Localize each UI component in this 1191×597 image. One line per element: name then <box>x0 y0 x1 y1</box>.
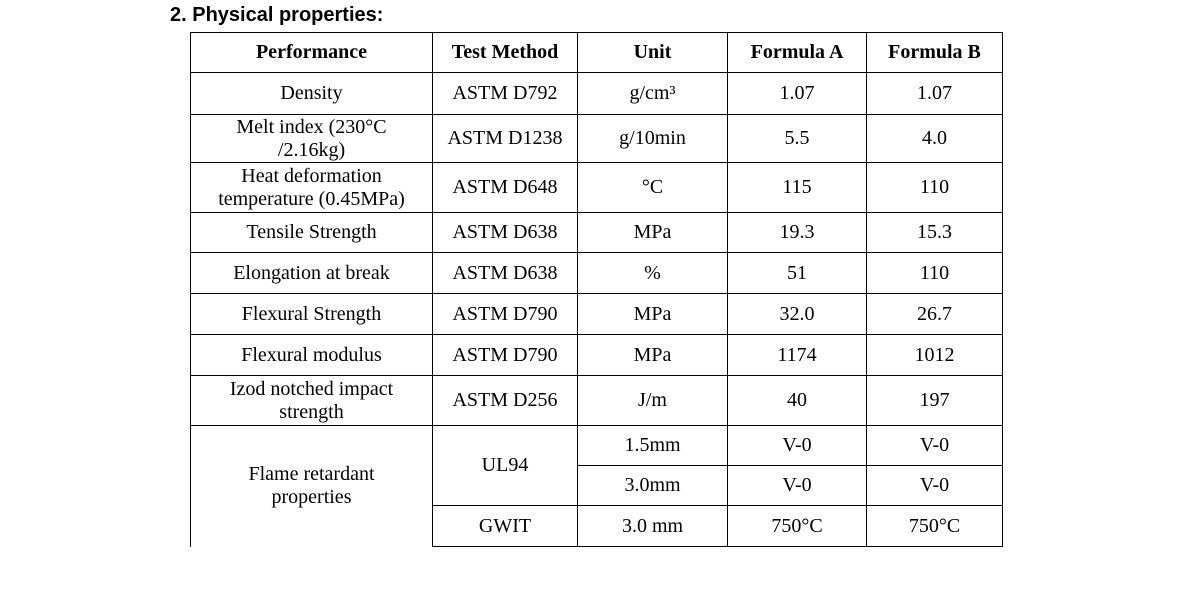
table-cell: % <box>577 252 728 294</box>
table-cell: 750°C <box>866 505 1003 547</box>
table-row: 3.0mm V-0 V-0 <box>191 465 1003 506</box>
table-cell: ASTM D256 <box>432 375 578 426</box>
table-cell: V-0 <box>727 425 867 466</box>
table-row: Melt index (230°C /2.16kg) ASTM D1238 g/10… <box>190 114 1003 163</box>
table-cell: MPa <box>577 334 728 376</box>
table-cell: ASTM D792 <box>432 72 578 115</box>
table-cell: Tensile Strength <box>190 212 433 253</box>
table-cell: ASTM D790 <box>432 334 578 376</box>
table-cell: 1012 <box>866 334 1003 376</box>
table-cell: 1174 <box>727 334 867 376</box>
header-cell: Test Method <box>432 32 578 73</box>
test-method: UL94 <box>432 425 578 506</box>
table-row: Flexural modulus ASTM D790 MPa 1174 1012 <box>190 334 1003 376</box>
table-cell: °C <box>577 162 728 213</box>
table-cell: 115 <box>727 162 867 213</box>
table-cell: Flexural modulus <box>190 334 433 376</box>
table-cell: 110 <box>866 252 1003 294</box>
table-cell: 51 <box>727 252 867 294</box>
table-cell: MPa <box>577 212 728 253</box>
table-row: Heat deformation temperature (0.45MPa) AS… <box>190 162 1003 213</box>
test-method: GWIT <box>432 505 578 547</box>
table-cell: 5.5 <box>727 114 867 163</box>
table-row: Izod notched impact strength ASTM D256 J/m… <box>190 375 1003 426</box>
table-cell: Melt index (230°C /2.16kg) <box>190 114 433 163</box>
table-row: Flame retardant properties UL94 1.5mm V-0 V-… <box>190 425 1003 547</box>
table-cell: 40 <box>727 375 867 426</box>
table-cell: 15.3 <box>866 212 1003 253</box>
table-cell: Heat deformation temperature (0.45MPa) <box>190 162 433 213</box>
table-row: Tensile Strength ASTM D638 MPa 19.3 15.3 <box>190 212 1003 253</box>
table-cell: 110 <box>866 162 1003 213</box>
table-cell: g/10min <box>577 114 728 163</box>
table-cell: 3.0 mm <box>577 505 728 547</box>
header-cell: Performance <box>190 32 433 73</box>
table-cell: 197 <box>866 375 1003 426</box>
properties-table: Performance Test Method Unit Formula A Formu… <box>190 32 1003 547</box>
table-row: Elongation at break ASTM D638% 51 110 <box>190 252 1003 294</box>
table-row: Density ASTM D792 g/cm³ 1.07 1.07 <box>190 72 1003 115</box>
table-cell: 1.07 <box>727 72 867 115</box>
table-cell: V-0 <box>727 465 867 506</box>
table-cell: Izod notched impact strength <box>190 375 433 426</box>
table-cell: ASTM D638 <box>432 252 578 294</box>
table-cell: ASTM D790 <box>432 293 578 335</box>
table-cell: V-0 <box>866 465 1003 506</box>
table-cell: Elongation at break <box>190 252 433 294</box>
table-row: Performance Test Method Unit Formula A Formu… <box>190 32 1003 73</box>
table-row: GWIT 3.0 mm 750°C 750°C <box>191 505 1003 547</box>
table-cell: 1.5mm <box>577 425 728 466</box>
table-cell: 4.0 <box>866 114 1003 163</box>
table-cell: ASTM D1238 <box>432 114 578 163</box>
header-cell: Formula B <box>866 32 1003 73</box>
table-cell: 32.0 <box>727 293 867 335</box>
header-cell: Unit <box>577 32 728 73</box>
table-cell: MPa <box>577 293 728 335</box>
table-cell: 3.0mm <box>577 465 728 506</box>
flame-label: Flame retardant properties <box>190 425 433 547</box>
table-cell: Flexural Strength <box>190 293 433 335</box>
table-row: Flexural Strength ASTM D790 MPa 32.0 26.7 <box>190 293 1003 335</box>
table-cell: Density <box>190 72 433 115</box>
table-cell: ASTM D648 <box>432 162 578 213</box>
table-cell: 19.3 <box>727 212 867 253</box>
table-cell: 26.7 <box>866 293 1003 335</box>
table-cell: 1.07 <box>866 72 1003 115</box>
table-cell: J/m <box>577 375 728 426</box>
header-cell: Formula A <box>727 32 867 73</box>
table-cell: g/cm³ <box>577 72 728 115</box>
section-heading: 2. Physical properties: <box>170 4 384 26</box>
table-cell: V-0 <box>866 425 1003 466</box>
table-cell: ASTM D638 <box>432 212 578 253</box>
table-cell: 750°C <box>727 505 867 547</box>
